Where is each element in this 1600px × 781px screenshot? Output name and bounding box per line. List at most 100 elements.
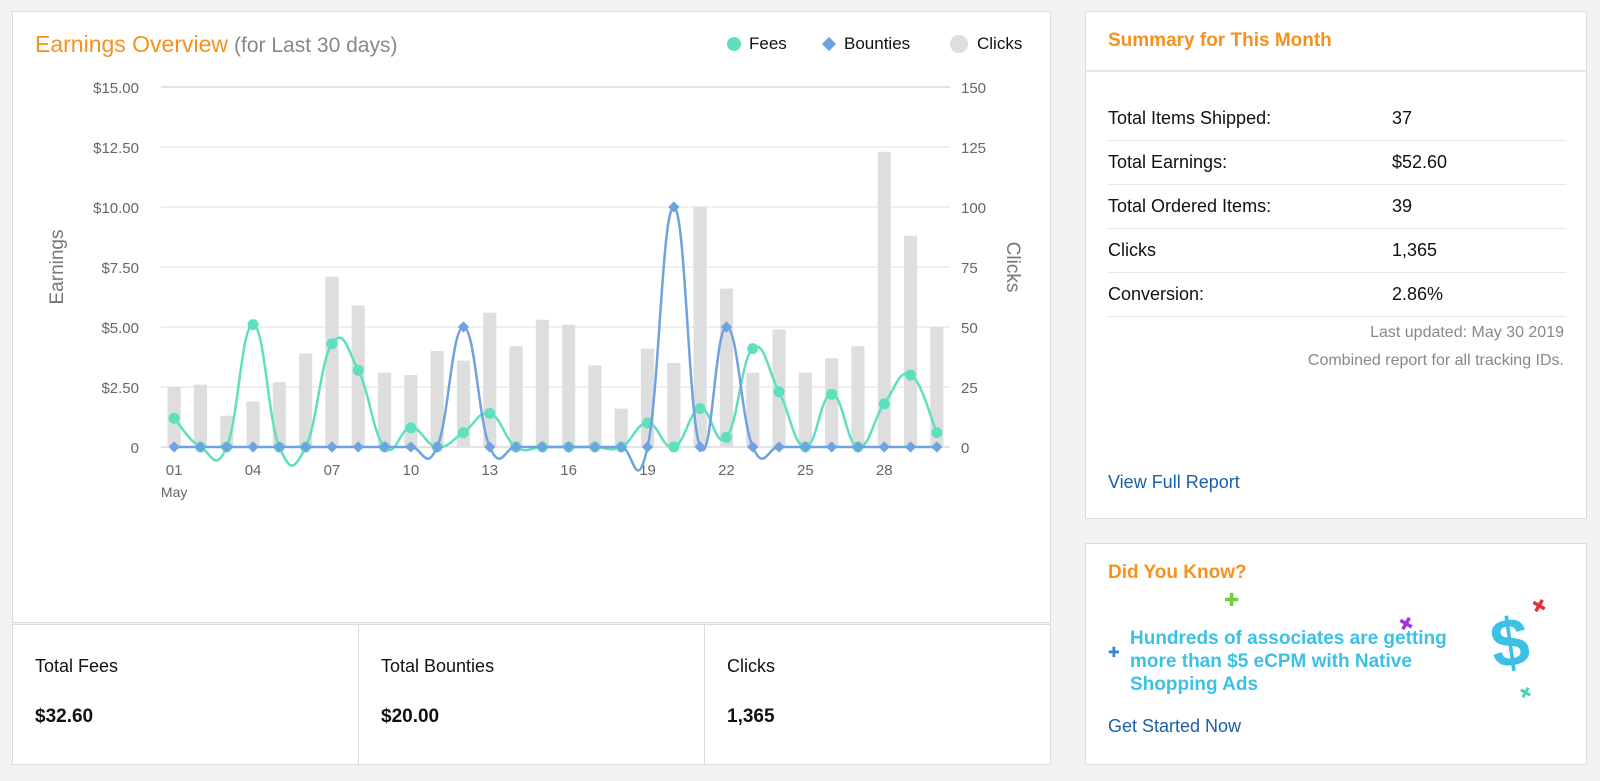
summary-title: Summary for This Month	[1108, 30, 1332, 51]
clicks-bar	[825, 358, 839, 447]
bounties-point	[931, 441, 943, 453]
clicks-bar	[719, 288, 734, 447]
legend-fees-label: Fees	[749, 34, 787, 53]
clicks-bar	[851, 346, 865, 447]
chart-title-main: Earnings Overview	[35, 31, 229, 57]
fees-point	[905, 369, 917, 381]
summary-row-label: Total Earnings:	[1108, 152, 1228, 172]
teal-sparkle-icon: ✚	[1515, 682, 1535, 704]
total-bounties-cell: Total Bounties $20.00	[359, 625, 705, 764]
left-axis-tick-label: $10.00	[93, 200, 139, 217]
summary-row-value: 37	[1392, 108, 1413, 128]
bounties-point	[720, 321, 733, 333]
summary-row-value: 39	[1392, 196, 1413, 216]
x-axis-tick-label: 04	[245, 462, 262, 479]
summary-row-value: 1,365	[1392, 240, 1438, 260]
x-axis-tick-label: 22	[718, 462, 735, 479]
clicks-bar	[193, 384, 208, 447]
x-axis-tick-label: 07	[324, 462, 341, 479]
right-axis-title: Clicks	[1002, 242, 1023, 293]
summary-row: Conversion: 2.86%	[1108, 272, 1566, 317]
fees-point	[405, 422, 417, 434]
summary-row-value: 2.86%	[1392, 284, 1444, 304]
green-sparkle-icon: ✚	[1224, 590, 1240, 610]
fees-point	[826, 388, 838, 400]
fees-point	[352, 364, 364, 376]
view-full-report-link[interactable]: View Full Report	[1108, 472, 1240, 492]
summary-row-label: Clicks	[1108, 240, 1156, 260]
total-clicks-value: 1,365	[727, 706, 775, 727]
left-axis-tick-label: 0	[131, 440, 139, 457]
clicks-bar	[877, 151, 891, 448]
clicks-bar	[404, 375, 418, 447]
clicks-bar	[351, 305, 365, 447]
did-you-know-card: Did You Know? ✚ ✚ ✚ ✚ ✚ Hundreds of asso…	[1085, 543, 1587, 765]
total-bounties-value: $20.00	[381, 706, 440, 727]
get-started-now-link[interactable]: Get Started Now	[1108, 716, 1242, 736]
bounties-point	[878, 441, 890, 453]
bounties-point	[221, 441, 233, 453]
x-axis-tick-label: 19	[639, 462, 656, 479]
clicks-bar	[456, 360, 471, 447]
bounties-point	[562, 441, 575, 453]
bounties-point	[615, 441, 627, 453]
clicks-bar	[693, 207, 707, 447]
legend-fees[interactable]: Fees	[727, 34, 787, 54]
bounties-point	[299, 441, 312, 453]
fees-point	[247, 319, 259, 331]
clicks-bar	[588, 365, 602, 447]
left-axis-tick-label: $15.00	[93, 80, 139, 97]
bounties-point	[326, 441, 338, 453]
combined-report-text: Combined report for all tracking IDs.	[1307, 352, 1564, 369]
bounties-point	[247, 441, 259, 453]
total-fees-label: Total Fees	[35, 656, 119, 676]
summary-card: Summary for This Month Total Items Shipp…	[1085, 11, 1587, 519]
right-axis-tick-label: 25	[961, 380, 978, 397]
fees-point	[326, 338, 338, 350]
totals-bar: Total Fees $32.60 Total Bounties $20.00 …	[12, 624, 1051, 765]
summary-row: Clicks 1,365	[1108, 228, 1566, 273]
clicks-bar	[509, 346, 523, 447]
summary-row-label: Conversion:	[1108, 284, 1205, 304]
clicks-bar	[614, 408, 628, 447]
clicks-legend-marker-icon	[950, 35, 968, 53]
earnings-chart: 0 $2.50 $5.00 $7.50 $10.00 $12.50 $15.00 0 25 50 7…	[47, 80, 1023, 500]
summary-row-label: Total Items Shipped:	[1108, 108, 1272, 128]
bounties-point	[641, 441, 654, 453]
legend-bounties-label: Bounties	[844, 34, 911, 53]
x-axis-tick-label: 16	[560, 462, 577, 479]
bounties-point	[852, 441, 864, 453]
bounties-point	[484, 441, 496, 453]
left-axis-tick-label: $2.50	[101, 380, 139, 397]
legend-bounties[interactable]: Bounties	[821, 34, 910, 54]
right-axis-tick-label: 125	[961, 140, 986, 157]
bounties-point	[352, 441, 364, 453]
summary-row: Total Items Shipped: 37	[1108, 96, 1566, 141]
left-axis-tick-label: $12.50	[93, 140, 139, 157]
earnings-chart-card: Earnings Overview (for Last 30 days) Fees…	[12, 11, 1051, 623]
bounties-point	[773, 441, 785, 453]
right-axis-tick-label: 100	[961, 200, 986, 217]
clicks-bar	[930, 327, 944, 447]
clicks-bar	[272, 382, 286, 447]
fees-point	[720, 431, 732, 443]
left-axis-tick-label: $5.00	[101, 320, 139, 337]
bounties-point	[904, 441, 917, 453]
clicks-bar	[667, 363, 681, 447]
clicks-bar	[430, 351, 444, 447]
left-axis-title: Earnings	[47, 230, 68, 305]
x-axis-tick-label: 10	[403, 462, 420, 479]
fees-legend-marker-icon	[727, 37, 741, 51]
bounties-point	[378, 441, 391, 453]
x-axis-tick-label: 01	[166, 462, 183, 479]
legend-clicks[interactable]: Clicks	[950, 34, 1022, 54]
right-axis-tick-label: 150	[961, 80, 986, 97]
fees-point	[484, 407, 496, 419]
total-clicks-label: Clicks	[727, 656, 775, 676]
fees-point	[168, 412, 180, 424]
clicks-bar	[746, 372, 760, 447]
clicks-bar	[562, 324, 576, 447]
did-you-know-title: Did You Know?	[1108, 562, 1247, 583]
summary-header: Summary for This Month	[1086, 12, 1586, 72]
x-axis-tick-label: 25	[797, 462, 814, 479]
